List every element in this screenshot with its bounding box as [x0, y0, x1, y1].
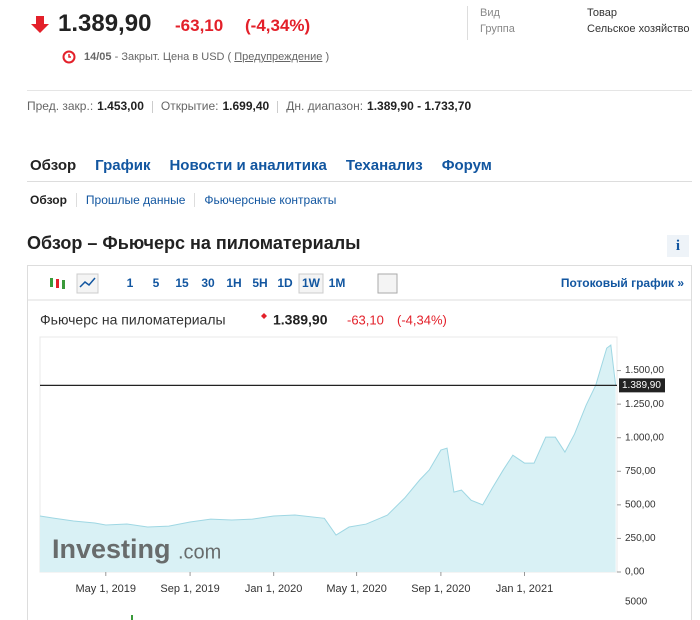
interval[interactable]: 1M: [329, 276, 346, 290]
y-tick-label: 0,00: [625, 567, 645, 578]
subtab[interactable]: Обзор: [30, 193, 77, 207]
x-tick-label: Jan 1, 2020: [245, 583, 303, 595]
candle: [50, 278, 53, 287]
diamond: [261, 313, 267, 319]
price: 1.389,90: [58, 10, 152, 37]
y-tick-label: 1.000,00: [625, 432, 664, 443]
tabs-line: [27, 181, 692, 182]
tab[interactable]: Форум: [441, 157, 492, 174]
stat-label: Дн. диапазон:: [286, 99, 364, 113]
stats: Пред. закр.: 1.453,00 Открытие: 1.699,40 Дн.…: [27, 99, 479, 113]
divider: [467, 6, 468, 40]
interval[interactable]: 1W: [302, 276, 321, 290]
chart-panel: 1 5 15 30 1H 5H 1D 1W 1M Потоковый график »Фьючер…: [27, 265, 692, 620]
subtab[interactable]: Фьючерсные контракты: [204, 193, 337, 207]
interval[interactable]: 1: [127, 276, 134, 290]
stat-label: Открытие:: [160, 99, 219, 113]
interval[interactable]: 30: [201, 276, 215, 290]
interval[interactable]: 5: [153, 276, 160, 290]
y-tick-label: 500,00: [625, 499, 656, 510]
status: 14/05 - Закрыт. Цена в USD ( Предупрежде…: [84, 51, 329, 63]
change: -63,10: [175, 16, 224, 35]
x-tick-label: May 1, 2020: [326, 583, 387, 595]
volume-bar: [131, 615, 133, 620]
settings-icon[interactable]: [377, 273, 398, 294]
warning-link[interactable]: Предупреждение: [234, 51, 323, 63]
line-icon-path: [79, 277, 96, 288]
volume-tick-label: 5000: [625, 597, 648, 608]
separator: [27, 90, 692, 91]
stat-value: 1.389,90 - 1.733,70: [367, 99, 472, 113]
change-pct: (-4,34%): [245, 16, 311, 35]
watermark-suffix: .com: [178, 541, 221, 563]
interval[interactable]: 1H: [226, 276, 241, 290]
date: 14/05: [84, 51, 112, 63]
stat-divider: [277, 100, 279, 113]
info-value: Товар: [587, 7, 617, 19]
info-label: Группа: [480, 23, 515, 35]
info-label: Вид: [480, 7, 500, 19]
down-arrow: [31, 16, 49, 33]
stat-value: 1.699,40: [222, 99, 270, 113]
subtab[interactable]: Прошлые данные: [85, 193, 196, 207]
clock-icon: [62, 50, 76, 64]
stat-divider: [151, 100, 153, 113]
chart-price: 1.389,90: [273, 312, 328, 328]
stat-value: 1.453,00: [97, 99, 144, 113]
watermark: Investing: [52, 534, 171, 564]
x-tick-label: Sep 1, 2019: [160, 583, 219, 595]
y-tick-label: 1.500,00: [625, 365, 664, 376]
chart-change-pct: (-4,34%): [397, 312, 447, 327]
tab[interactable]: Теханализ: [345, 157, 423, 174]
y-tick-label: 750,00: [625, 466, 656, 477]
info-value: Сельское хозяйство: [587, 23, 690, 35]
tab[interactable]: Новости и аналитика: [169, 157, 327, 174]
x-tick-label: Sep 1, 2020: [411, 583, 470, 595]
interval[interactable]: 1D: [277, 276, 293, 290]
chart-change: -63,10: [347, 312, 384, 327]
interval[interactable]: 15: [175, 276, 189, 290]
section-title: Обзор – Фьючерс на пиломатериалы: [27, 233, 361, 253]
current-label: 1.389,90: [622, 380, 661, 391]
current-box: [619, 378, 665, 393]
y-tick-label: 1.250,00: [625, 399, 664, 410]
stream-link[interactable]: Потоковый график »: [561, 276, 684, 290]
y-tick-label: 250,00: [625, 533, 656, 544]
stat-label: Пред. закр.:: [27, 99, 94, 113]
interval[interactable]: 5H: [252, 276, 267, 290]
status-end: ): [325, 51, 330, 63]
info-icon[interactable]: i: [667, 235, 689, 257]
tab[interactable]: График: [95, 157, 151, 174]
tabs: Обзор График Новости и аналитика Теханализ Ф…: [30, 157, 511, 174]
tab[interactable]: Обзор: [30, 157, 77, 174]
area: [40, 345, 616, 572]
line: [39, 344, 617, 536]
chart-title: Фьючерс на пиломатериалы: [40, 312, 226, 328]
candle: [56, 279, 59, 288]
interval-active: [298, 273, 324, 294]
subtabs: Обзор Прошлые данные Фьючерсные контракты: [30, 193, 354, 207]
candle: [62, 280, 65, 289]
status-text: - Закрыт. Цена в USD (: [114, 51, 232, 63]
x-tick-label: Jan 1, 2021: [496, 583, 554, 595]
x-tick-label: May 1, 2019: [76, 583, 137, 595]
